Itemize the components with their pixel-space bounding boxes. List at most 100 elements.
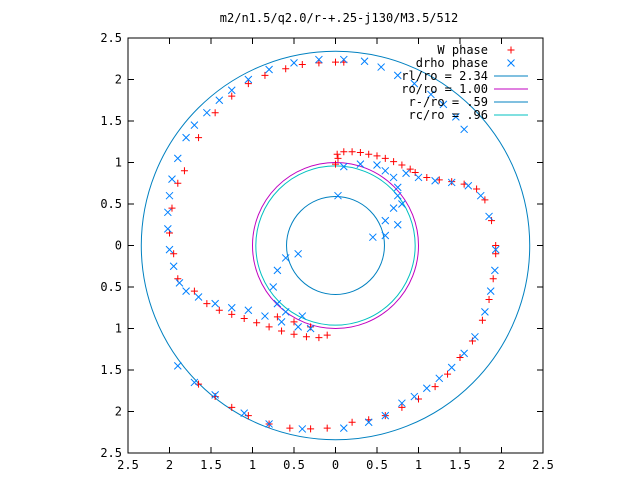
drho-phase-point <box>410 392 419 401</box>
w-phase-point <box>228 403 236 411</box>
w-phase-point <box>435 176 443 184</box>
w-phase-point <box>415 395 422 403</box>
drho-phase-point <box>202 108 211 117</box>
drho-phase-point <box>339 424 348 432</box>
drho-phase-point <box>381 231 390 240</box>
drho-phase-point <box>315 55 323 64</box>
w-phase-point <box>332 58 339 66</box>
w-phase-point <box>332 160 339 168</box>
w-phase-point <box>174 179 182 187</box>
drho-phase-point <box>269 283 278 291</box>
y-tick-label: 0 <box>115 239 122 253</box>
w-phase-point <box>488 217 496 225</box>
w-phase-point <box>190 287 198 295</box>
w-phase-point <box>398 161 406 169</box>
x-tick-label: 1 <box>249 458 256 472</box>
drho-phase-point <box>277 318 286 326</box>
w-phase-point <box>473 185 481 193</box>
w-phase-point <box>203 300 211 308</box>
drho-phase-point <box>427 90 435 99</box>
y-tick-label: 2.5 <box>100 31 122 45</box>
y-tick-label: 1 <box>115 156 122 170</box>
drho-phase-point <box>381 411 390 420</box>
drho-phase-point <box>227 303 236 312</box>
drho-phase-point <box>339 55 348 64</box>
drho-phase-point <box>281 308 290 316</box>
w-phase-point <box>481 196 489 204</box>
drho-phase-point <box>377 63 386 71</box>
drho-phase-point <box>294 249 303 258</box>
drho-phase-point <box>460 125 469 134</box>
w-phase-point <box>215 306 223 314</box>
radius-circles <box>140 50 531 441</box>
w-phase-point <box>298 61 306 69</box>
drho-phase-point <box>435 374 444 383</box>
drho-phase-point <box>182 287 190 296</box>
drho-phase-point <box>389 173 398 182</box>
w-phase-point <box>323 424 331 432</box>
w-phase-point <box>456 354 464 362</box>
drho-phase-point <box>211 391 220 399</box>
drho-phase-point <box>165 191 174 200</box>
drho-phase-point <box>334 191 342 200</box>
drho-phase-point <box>491 266 499 275</box>
x-tick-label: 0.5 <box>283 458 305 472</box>
drho-phase-point <box>447 178 456 187</box>
y-tick-label: 2 <box>115 73 122 87</box>
drho-phase-point <box>451 112 460 121</box>
w-phase-point <box>323 331 331 339</box>
drho-phase-point <box>486 287 495 296</box>
drho-phase-point <box>364 418 373 427</box>
legend-marker-sample <box>507 59 515 67</box>
w-phase-point <box>253 319 261 327</box>
drho-phase-point <box>339 162 348 171</box>
x-tick-label: 0.5 <box>366 458 388 472</box>
legend-label: r-/ro = .59 <box>409 95 488 109</box>
w-phase-point <box>381 154 389 162</box>
w-phase-point <box>228 92 236 100</box>
y-tick-label: 0.5 <box>100 197 122 211</box>
x-tick-label: 2 <box>166 458 173 472</box>
drho-phase-point <box>476 191 485 200</box>
drho-phase-point <box>298 425 307 433</box>
w-phase-point <box>170 250 178 258</box>
w-phase-point <box>478 316 486 324</box>
x-tick-label: 1 <box>415 458 422 472</box>
drho-phase-point <box>215 96 224 105</box>
drho-phase-point <box>393 71 402 80</box>
drho-phase-point <box>211 299 220 308</box>
x-tick-label: 2.5 <box>532 458 554 472</box>
y-tick-label: 1.5 <box>100 114 122 128</box>
y-tick-label: 2 <box>115 405 122 419</box>
data-points <box>163 55 500 433</box>
legend-label: drho phase <box>416 56 488 70</box>
drho-phase-point <box>163 225 172 233</box>
w-phase-point <box>492 242 500 249</box>
drho-phase-point <box>431 176 439 185</box>
w-phase-point <box>365 150 373 158</box>
chart-title: m2/n1.5/q2.0/r-+.25-j130/M3.5/512 <box>220 11 458 25</box>
w-phase-point <box>373 152 381 160</box>
drho-phase-point <box>163 208 172 217</box>
drho-phase-point <box>368 233 377 242</box>
drho-phase-point <box>240 409 249 418</box>
drho-phase-point <box>381 166 390 175</box>
w-phase-point <box>492 250 500 258</box>
w-phase-point <box>315 59 323 67</box>
w-phase-point <box>334 154 342 162</box>
drho-phase-point <box>168 175 176 183</box>
w-phase-point <box>406 165 414 173</box>
legend-label: W phase <box>437 43 488 57</box>
drho-phase-point <box>414 173 423 182</box>
drho-phase-point <box>169 262 178 271</box>
drho-phase-point <box>175 278 184 287</box>
w-phase-point <box>195 134 203 142</box>
drho-phase-point <box>422 384 431 393</box>
drho-phase-point <box>356 160 365 169</box>
drho-phase-point <box>273 266 282 275</box>
w-phase-point <box>211 109 219 117</box>
drho-phase-point <box>244 75 253 84</box>
